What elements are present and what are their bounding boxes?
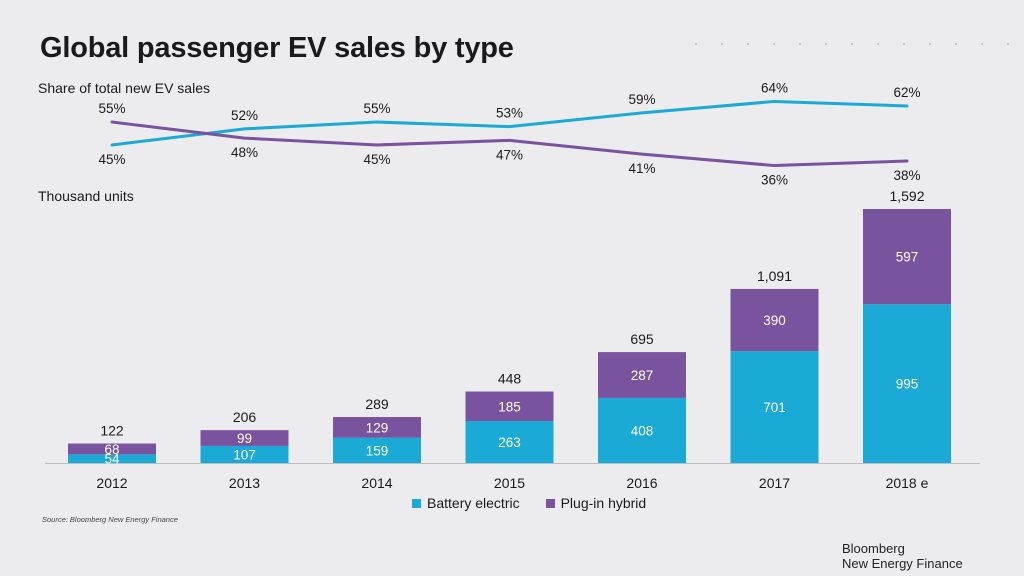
chart-title: Global passenger EV sales by type [40, 32, 514, 64]
brand-line-2: New Energy Finance [842, 556, 963, 571]
bar-bev [68, 454, 156, 463]
bar-value-phev: 99 [237, 431, 252, 446]
bar-total: 289 [365, 396, 389, 412]
share-line-bev [110, 99, 909, 147]
share-label: 52% [231, 108, 258, 123]
units-axis-label: Thousand units [38, 188, 134, 204]
bar-value-phev: 68 [104, 442, 119, 457]
share-label: 36% [761, 173, 788, 188]
bar-value-phev: 129 [366, 420, 389, 435]
share-label: 62% [893, 85, 920, 100]
legend-swatch-phev [545, 498, 555, 508]
bar-bev [863, 304, 951, 463]
share-axis-label: Share of total new EV sales [38, 80, 210, 96]
bar-total: 695 [630, 331, 654, 347]
legend-swatch-bev [412, 498, 421, 508]
x-tick-label: 2013 [229, 475, 260, 491]
bar-value-bev: 159 [366, 443, 389, 458]
share-label: 48% [231, 145, 258, 160]
bar-value-bev: 995 [896, 377, 919, 392]
bar-phev [730, 288, 819, 352]
bar-value-bev: 54 [104, 452, 120, 467]
share-label: 53% [496, 106, 523, 121]
bar-bev [333, 437, 421, 463]
bar-value-bev: 408 [631, 423, 654, 438]
x-tick-label: 2018 e [886, 475, 929, 491]
bar-total: 206 [233, 409, 257, 425]
bar-value-phev: 185 [498, 399, 521, 414]
bar-value-bev: 107 [233, 447, 256, 462]
legend-item-bev: Battery electric [412, 495, 520, 511]
share-line-phev [110, 120, 909, 168]
bar-phev [863, 209, 951, 305]
share-label: 45% [98, 152, 125, 167]
bar-bev [598, 397, 686, 463]
share-label: 59% [628, 92, 655, 107]
brand-logo: Bloomberg New Energy Finance [842, 541, 963, 571]
bar-bev [465, 421, 554, 463]
bar-value-phev: 390 [763, 313, 786, 328]
bar-total: 122 [100, 423, 124, 439]
bar-phev [200, 430, 289, 446]
source-note: Source: Bloomberg New Energy Finance [42, 515, 178, 524]
bar-bev [730, 351, 819, 463]
decorative-dots [695, 43, 1009, 45]
bar-value-bev: 701 [763, 400, 786, 415]
x-tick-label: 2015 [494, 475, 525, 491]
bar-total: 1,091 [757, 268, 792, 284]
bar-value-phev: 597 [896, 250, 919, 265]
bar-value-phev: 287 [631, 368, 654, 383]
share-label: 55% [363, 101, 390, 116]
share-label: 47% [496, 147, 523, 162]
legend-item-phev: Plug-in hybrid [545, 495, 647, 511]
bar-bev [200, 445, 289, 463]
share-label: 38% [893, 168, 920, 183]
x-tick-label: 2016 [626, 475, 657, 491]
legend-label-bev: Battery electric [427, 495, 520, 511]
legend-label-phev: Plug-in hybrid [560, 495, 647, 511]
bar-total: 448 [498, 371, 522, 387]
legend: Battery electric Plug-in hybrid [412, 495, 646, 511]
bar-phev [333, 417, 421, 438]
x-tick-label: 2014 [361, 475, 392, 491]
share-label: 41% [628, 161, 655, 176]
bar-phev [68, 443, 156, 455]
bar-phev [465, 391, 554, 422]
x-tick-label: 2017 [759, 475, 790, 491]
share-label: 45% [363, 152, 390, 167]
share-label: 64% [761, 80, 788, 95]
bar-phev [598, 352, 686, 398]
bar-value-bev: 263 [498, 435, 521, 450]
brand-line-1: Bloomberg [842, 541, 905, 556]
x-tick-label: 2012 [96, 475, 127, 491]
share-label: 55% [98, 101, 125, 116]
bar-total: 1,592 [889, 188, 924, 204]
